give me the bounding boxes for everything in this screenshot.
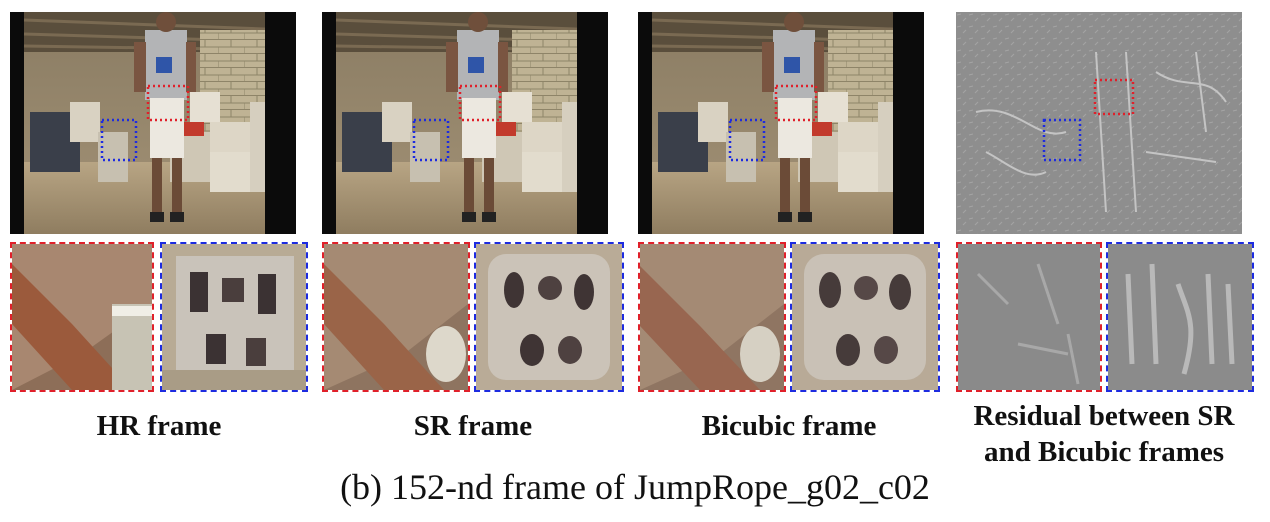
sr-frame-label: SR frame xyxy=(413,410,533,442)
hr-frame-image xyxy=(10,12,296,234)
sr-red-crop xyxy=(322,242,470,392)
residual-label-line1: Residual between SR xyxy=(973,400,1235,432)
hr-frame-label: HR frame xyxy=(96,410,222,442)
sr-frame-image xyxy=(322,12,608,234)
residual-blue-crop xyxy=(1106,242,1254,392)
hr-blue-crop xyxy=(160,242,308,392)
figure-caption: (b) 152-nd frame of JumpRope_g02_c02 xyxy=(340,467,930,507)
sr-blue-crop xyxy=(474,242,624,392)
residual-image xyxy=(956,12,1242,234)
bicubic-red-crop xyxy=(638,242,786,392)
bicubic-frame-label: Bicubic frame xyxy=(701,410,877,442)
bicubic-blue-crop xyxy=(790,242,940,392)
residual-red-crop xyxy=(956,242,1102,392)
residual-label: Residual between SR and Bicubic frames xyxy=(946,398,1262,470)
bicubic-frame-image xyxy=(638,12,924,234)
residual-label-line2: and Bicubic frames xyxy=(983,436,1225,468)
hr-red-crop xyxy=(10,242,154,392)
